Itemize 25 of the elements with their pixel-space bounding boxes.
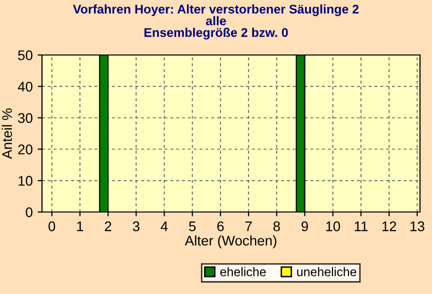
y-tick-label: 40 [18, 82, 32, 92]
y-axis-title: Anteil % [2, 108, 12, 159]
x-tick-label: 9 [302, 221, 308, 232]
x-tick-label: 4 [160, 222, 168, 232]
x-tick-label: 7 [245, 222, 252, 232]
y-tick-label: 50 [18, 50, 32, 60]
chart-title: Vorfahren Hoyer: Alter verstorbener Säuglinge 2 alle Ensemblegröße 2 bzw. 0 [73, 4, 359, 40]
x-axis-title: Alter (Wochen) [184, 235, 276, 248]
x-tick-label: 5 [189, 222, 196, 232]
y-tick-label: 30 [18, 113, 32, 123]
y-tick-label: 10 [18, 176, 32, 186]
y-tick-label: 0 [26, 207, 32, 218]
x-tick-label: 10 [326, 221, 340, 232]
legend-label: uneheliche [297, 267, 356, 276]
x-tick-label: 2 [104, 221, 112, 232]
legend-label: eheliche [220, 267, 266, 276]
x-tick-label: 13 [410, 221, 424, 232]
x-tick-label: 3 [132, 221, 140, 232]
x-tick-label: 1 [77, 222, 84, 232]
y-tick-label: 20 [18, 144, 32, 154]
x-tick-label: 12 [382, 221, 396, 232]
x-tick-label: 6 [217, 221, 224, 232]
x-tick-label: 11 [354, 222, 368, 232]
x-tick-label: 8 [273, 221, 280, 232]
x-tick-label: 0 [48, 221, 56, 232]
